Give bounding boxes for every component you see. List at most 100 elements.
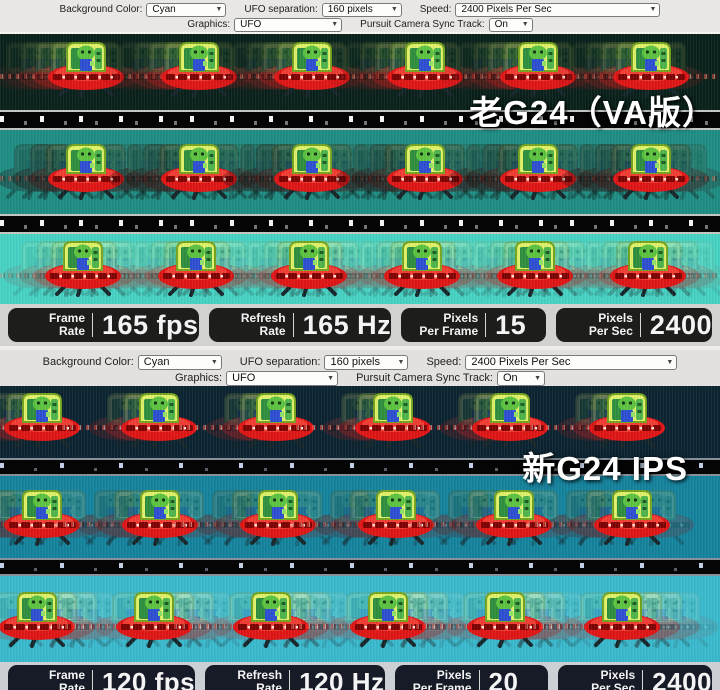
sync-tick [610,116,614,122]
ufo-ghost [326,590,406,648]
chevron-down-icon: ▼ [666,358,674,366]
ufo-ghost [220,391,300,449]
ufo-sprite [385,40,465,98]
ufo-ghost [622,239,702,297]
ufo-ghost [534,142,614,200]
motion-blur-streak [522,425,652,430]
sync-tick [404,225,407,229]
ufo-ghost [443,590,523,648]
ufo-sprite [231,590,311,648]
sync-tick [469,563,473,568]
graphics-select[interactable]: UFO ▼ [226,370,339,386]
sync-tick [285,225,288,229]
sync-track-select[interactable]: On ▼ [488,17,533,32]
ufo-ghost [195,142,275,200]
stat-value: 15 [495,309,527,340]
ufo-ghost [560,590,640,648]
sync-tick [174,225,177,229]
ufo-sprite [46,142,126,200]
chevron-down-icon: ▼ [327,374,335,382]
sync-tick [495,468,498,471]
sync-tick [324,568,327,571]
ufo-sprite [269,239,349,297]
motion-blur-streak [0,273,720,278]
ufo-ghost [103,391,183,449]
sync-tick [580,463,584,468]
ufo-ghost [525,239,605,297]
ufo-sprite [114,590,194,648]
sync-tick [264,568,267,571]
stats-bar: Frame Rate 165 fps Refresh Rate 165 Hz P… [0,304,720,346]
sync-tick [435,468,438,471]
sync-tick [0,116,4,122]
sync-track-select[interactable]: On ▼ [497,370,545,386]
sync-tick [239,463,243,468]
ufo-ghost [483,40,563,98]
sync-tick [539,116,543,122]
ufo-ghost [571,391,651,449]
ufo-ghost [243,239,323,297]
ufo-ghost [631,142,711,200]
stat-label: Pixels Per Sec [558,665,642,690]
ufo-ghost [186,239,266,297]
sync-tick [380,116,384,122]
ufo-ghost [289,590,369,648]
stat-label: Frame Rate [8,665,92,690]
ufo-ghost [566,239,646,297]
sync-tick [475,121,478,125]
ufo-ghost [315,239,395,297]
sync-tick [420,220,424,226]
ufo-ghost [0,488,56,546]
controls-line-1: Background Color: Cyan ▼ UFO separation:… [0,354,720,370]
ufo-sprite [120,488,200,546]
graphics-group: Graphics: UFO ▼ [175,370,339,386]
sync-tick [665,225,668,229]
ufo-ghost [242,40,322,98]
sync-tick [570,116,574,122]
ufo-sprite [238,488,318,546]
ufo-ghost [251,590,331,648]
ufo-ghost [462,142,542,200]
ufo-ghost [283,239,363,297]
ufo-separation-select[interactable]: 160 pixels ▼ [321,2,402,17]
ufo-sprite [353,391,433,449]
ufo-ghost [114,239,194,297]
sync-tick [119,116,123,122]
ufo-separation-select[interactable]: 160 pixels ▼ [324,354,409,370]
background-color-select[interactable]: Cyan ▼ [146,2,227,17]
ufo-ghost [513,40,593,98]
controls-line-2: Graphics: UFO ▼ Pursuit Camera Sync Trac… [0,370,720,386]
stats-bar: Frame Rate 120 fps Refresh Rate 120 Hz P… [0,662,720,690]
stat-value: 20 [488,666,519,690]
motion-blur-streak [291,522,421,527]
background-color-select[interactable]: Cyan ▼ [137,354,222,370]
ufo-sprite [156,239,236,297]
ufo-ghost [1,239,81,297]
ufo-ghost [448,488,528,546]
sync-tick [349,220,353,226]
sync-tick [649,220,653,226]
sync-tick [409,563,413,568]
chevron-down-icon: ▼ [521,21,529,28]
sync-tick [40,220,44,226]
speed-select[interactable]: 2400 Pixels Per Sec ▼ [465,354,678,370]
ufo-ghost [73,239,153,297]
ufo-ghost [170,239,250,297]
sync-track-label: Pursuit Camera Sync Track: [356,372,493,384]
ufo-ghost [412,239,492,297]
ufo-ghost [518,142,598,200]
sync-tick [364,121,367,125]
sync-tick [179,463,183,468]
graphics-select[interactable]: UFO ▼ [234,17,343,32]
sync-tick [64,225,67,229]
sync-tick [409,463,413,468]
ufo-ghost [370,40,450,98]
ufo-separation-value: 160 pixels [330,356,381,368]
ufo-ghost [602,590,682,648]
stat-label-line: Rate [256,681,283,690]
ufo-ghost [356,239,436,297]
ufo-ghost [0,142,74,200]
speed-select[interactable]: 2400 Pixels Per Sec ▼ [455,2,661,17]
sync-track-strip [0,458,720,476]
sync-tick [325,121,328,125]
